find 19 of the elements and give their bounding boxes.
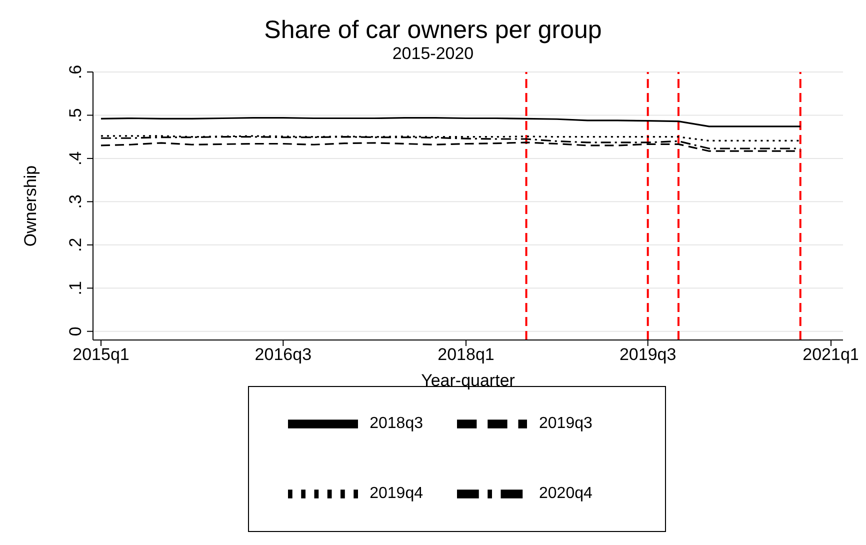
y-tick-label: .5 xyxy=(66,108,85,122)
x-tick-label: 2015q1 xyxy=(72,345,130,364)
y-tick-label: 0 xyxy=(66,326,85,336)
legend-label: 2019q3 xyxy=(539,415,592,432)
y-tick-label: .6 xyxy=(66,64,85,80)
legend-label: 2018q3 xyxy=(370,415,423,432)
y-axis-title: Ownership xyxy=(21,165,40,247)
chart-title: Share of car owners per group xyxy=(263,16,603,44)
x-tick-label: 2016q3 xyxy=(254,345,312,364)
y-tick-label: .3 xyxy=(66,194,85,209)
x-tick-label: 2019q3 xyxy=(619,345,676,364)
y-tick-label: .4 xyxy=(66,151,85,166)
x-axis-title: Year-quarter xyxy=(421,371,516,390)
x-tick-label: 2018q1 xyxy=(438,345,494,364)
y-tick-label: .1 xyxy=(66,281,85,296)
chart-subtitle: 2015-2020 xyxy=(391,44,475,64)
legend-label: 2019q4 xyxy=(370,485,423,502)
legend-label: 2020q4 xyxy=(539,485,592,502)
y-tick-label: .2 xyxy=(66,238,85,252)
